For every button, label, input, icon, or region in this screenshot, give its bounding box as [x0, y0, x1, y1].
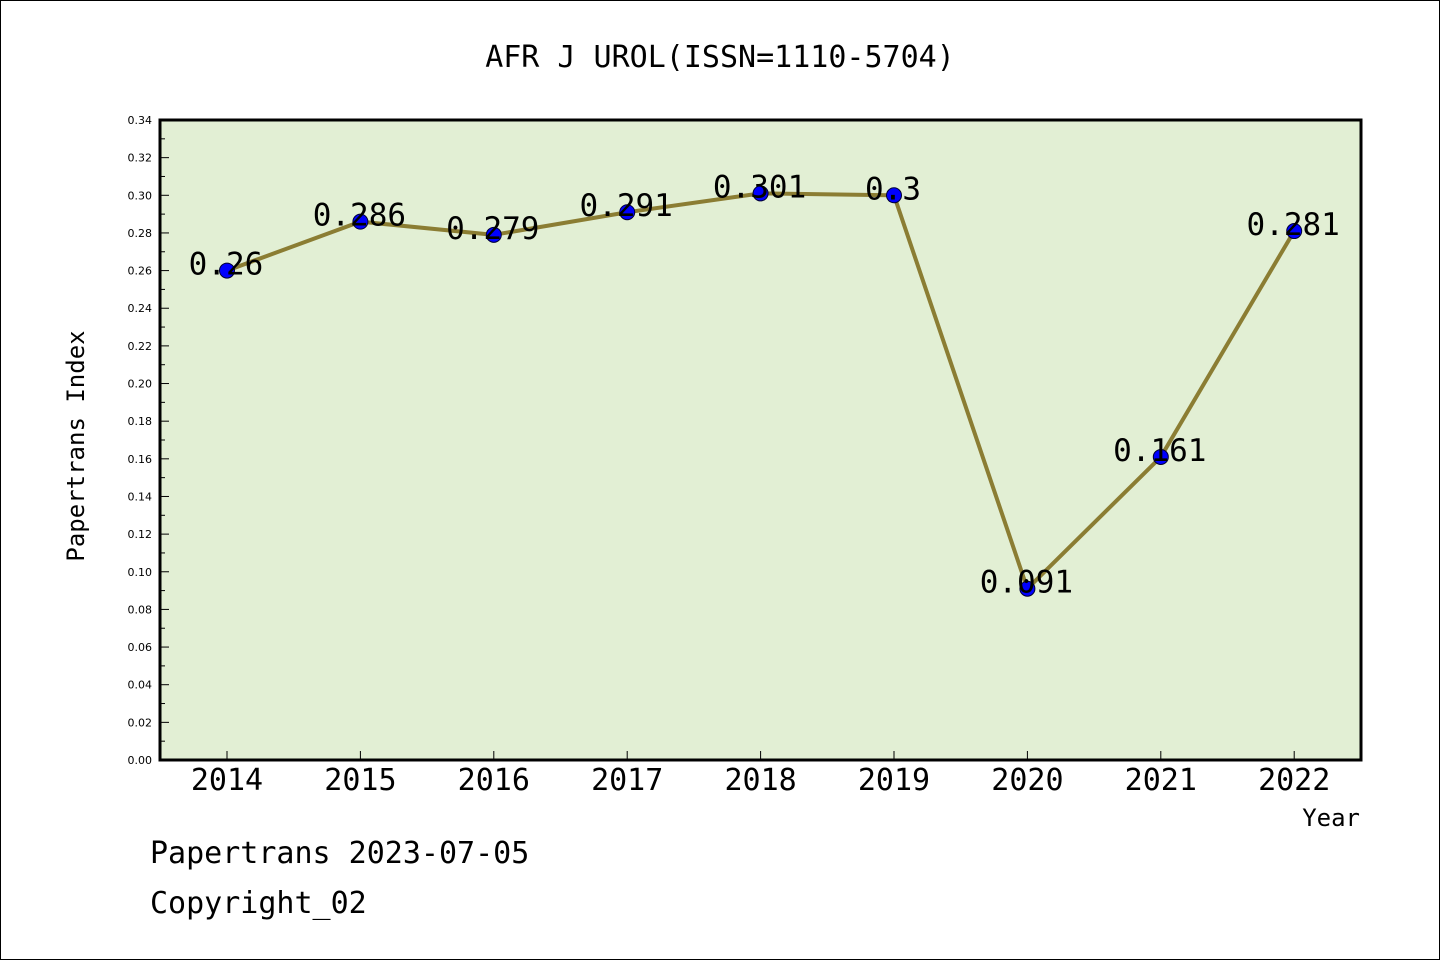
- y-tick-label: 0.00: [128, 754, 153, 767]
- y-tick-label: 0.08: [128, 603, 153, 616]
- y-tick-label: 0.34: [128, 114, 153, 127]
- y-tick-label: 0.12: [128, 528, 153, 541]
- x-tick-label: 2018: [724, 763, 796, 798]
- x-tick-label: 2016: [458, 763, 530, 798]
- footer-date: Papertrans 2023-07-05: [150, 836, 529, 871]
- y-tick-label: 0.30: [128, 189, 153, 202]
- y-tick-label: 0.14: [128, 490, 153, 503]
- y-axis-label: Papertrans Index: [62, 330, 90, 561]
- y-tick-label: 0.16: [128, 453, 153, 466]
- y-tick-label: 0.18: [128, 415, 153, 428]
- data-point-marker: [886, 187, 902, 204]
- series-markers: [219, 185, 1303, 597]
- x-tick-label: 2019: [858, 763, 930, 798]
- x-tick-label: 2015: [324, 763, 396, 798]
- x-tick-label: 2017: [591, 763, 663, 798]
- y-tick-label: 0.26: [128, 265, 153, 278]
- y-tick-label: 0.24: [128, 302, 153, 315]
- data-label: 0.286: [313, 198, 406, 234]
- chart-title: AFR J UROL(ISSN=1110-5704): [485, 40, 955, 75]
- data-label: 0.281: [1247, 207, 1340, 243]
- data-label: 0.26: [189, 247, 264, 283]
- y-tick-label: 0.02: [128, 716, 153, 729]
- x-axis: 2014 2015 2016 2017 2018 2019 2020 2021 2022: [191, 751, 1330, 798]
- data-point-marker: [219, 262, 235, 279]
- x-axis-label: Year: [1302, 804, 1360, 832]
- data-point-marker: [1152, 448, 1169, 465]
- y-axis: 0.00 0.02 0.04 0.06 0.08 0.10 0.12 0.14 0.16 0.18…: [128, 114, 169, 767]
- x-tick-label: 2014: [191, 763, 263, 798]
- y-tick-label: 0.06: [128, 641, 153, 654]
- y-tick-label: 0.04: [128, 679, 153, 692]
- y-tick-label: 0.20: [128, 378, 153, 391]
- data-label: 0.3: [865, 171, 921, 207]
- data-point-marker: [485, 226, 502, 243]
- y-tick-label: 0.32: [128, 152, 153, 165]
- x-tick-label: 2022: [1258, 763, 1330, 798]
- data-point-marker: [619, 204, 636, 221]
- y-tick-label: 0.28: [128, 227, 153, 240]
- footer-copyright: Copyright_02: [150, 886, 367, 921]
- y-tick-label: 0.10: [128, 566, 153, 579]
- data-labels: 0.26 0.286 0.279 0.291 0.301 0.3 0.091 0.161 0.2…: [189, 169, 1340, 600]
- y-tick-label: 0.22: [128, 340, 153, 353]
- data-point-marker: [1286, 223, 1303, 240]
- data-point-marker: [752, 185, 769, 202]
- data-point-marker: [352, 213, 369, 230]
- data-label: 0.291: [580, 188, 673, 224]
- data-label: 0.301: [713, 169, 806, 205]
- data-label: 0.091: [980, 565, 1073, 601]
- x-tick-label: 2021: [1125, 763, 1197, 798]
- data-point-marker: [1019, 580, 1036, 597]
- x-tick-label: 2020: [991, 763, 1063, 798]
- data-label: 0.279: [446, 211, 539, 247]
- data-label: 0.161: [1113, 433, 1206, 469]
